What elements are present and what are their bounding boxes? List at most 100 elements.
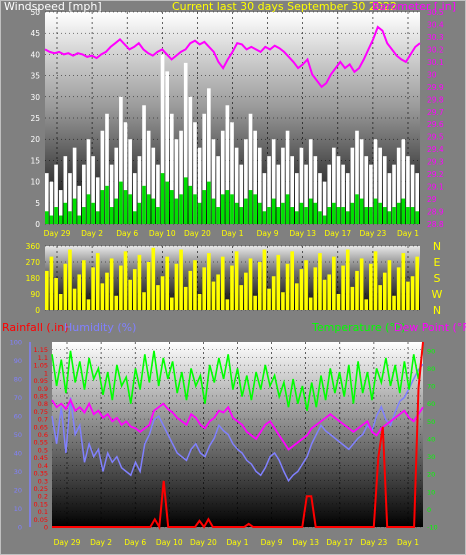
direction-bar — [327, 274, 332, 310]
direction-bar — [82, 260, 86, 310]
barometer-y-tick: 29.8 — [427, 95, 444, 104]
direction-bar — [364, 299, 369, 310]
humidity-y-tick: 50 — [14, 431, 22, 439]
barometer-y-tick: 30.2 — [427, 45, 444, 54]
rain-y-tick: 0.95 — [34, 377, 48, 385]
wind-gust-bar — [396, 147, 401, 224]
direction-bar — [359, 258, 364, 310]
wind-speed-bar — [415, 211, 419, 224]
temperature-y-tick: 90 — [427, 347, 435, 355]
wind-gust-bar — [58, 190, 63, 224]
rain-y-tick: 0.25 — [34, 485, 48, 493]
wind-speed-bar — [207, 181, 211, 224]
wind-speed-bar — [350, 202, 355, 224]
direction-bar — [77, 274, 82, 310]
wind-speed-bar — [132, 211, 137, 224]
rainfall-line — [52, 341, 424, 531]
direction-bar — [332, 256, 336, 310]
wind-gust-bar — [257, 147, 262, 224]
climate-x-tick: Day 20 — [190, 538, 217, 547]
direction-bar — [373, 251, 378, 310]
direction-bar — [234, 251, 239, 310]
wind-gust-bar — [123, 122, 128, 224]
direction-bar — [54, 278, 58, 310]
direction-bar — [174, 263, 179, 310]
wind-speed-bar — [202, 190, 207, 224]
direction-bar — [396, 267, 401, 310]
wind-speed-bar — [216, 207, 220, 224]
direction-bar — [211, 281, 216, 310]
direction-bar — [128, 279, 132, 310]
barometer-y-tick: 29 — [427, 195, 437, 204]
direction-bar — [257, 262, 262, 310]
temperature-y-tick: 0 — [427, 506, 431, 514]
wind-y-tick: 0 — [35, 220, 40, 229]
wind-y-tick: 15 — [30, 156, 40, 165]
direction-bar — [304, 260, 308, 310]
barometer-axis-title: Barometer [.in] — [372, 0, 456, 13]
direction-bar — [382, 272, 387, 310]
wind-x-tick: Day 10 — [149, 229, 176, 238]
compass-label: N — [433, 240, 441, 253]
humidity-y-tick: 60 — [14, 413, 22, 421]
wind-x-tick: Day 20 — [184, 229, 211, 238]
direction-bar — [86, 299, 91, 310]
wind-gust-bar — [382, 156, 387, 224]
rain-y-tick: 0 — [44, 524, 48, 532]
wind-gust-bar — [174, 139, 179, 224]
wind-speed-bar — [364, 207, 369, 224]
rain-y-tick: 0.3 — [38, 477, 48, 485]
barometer-y-tick: 29.2 — [427, 170, 444, 179]
direction-bar — [132, 269, 137, 310]
wind-gust-bar — [276, 164, 281, 224]
temperature-y-tick: 80 — [427, 365, 435, 373]
wind-speed-bar — [239, 207, 244, 224]
humidity-y-tick: 70 — [14, 394, 22, 402]
wind-speed-bar — [45, 211, 49, 224]
wind-gust-bar — [54, 164, 58, 224]
direction-bar — [119, 265, 123, 310]
wind-y-tick: 25 — [30, 114, 40, 123]
wind-gust-bar — [304, 164, 308, 224]
direction-bar — [322, 279, 327, 310]
dewpoint-axis-title: Dew Point (°F) — [394, 321, 466, 334]
wind-gust-bar — [336, 156, 341, 224]
direction-bar — [49, 256, 54, 310]
wind-speed-bar — [345, 211, 350, 224]
humidity-y-tick: 100 — [10, 339, 22, 347]
climate-x-tick: Day 17 — [326, 538, 353, 547]
wind-speed-bar — [285, 194, 290, 224]
wind-gust-bar — [165, 71, 169, 224]
wind-y-tick: 40 — [30, 50, 40, 59]
direction-bar — [45, 270, 49, 310]
direction-bar — [401, 253, 406, 310]
wind-gust-bar — [114, 147, 119, 224]
direction-bar — [170, 297, 174, 310]
climate-x-tick: Day 1 — [397, 538, 419, 547]
wind-gust-bar — [401, 139, 406, 224]
climate-ticks: Day 29 Day 2 Day 6 Day 10 Day 20 Day 1 Day 9 Da… — [10, 339, 438, 548]
wind-gust-bar — [378, 147, 382, 224]
wind-axis-title: Windspeed [mph] — [4, 0, 102, 13]
humidity-axis-title: Humidity (%) — [64, 321, 136, 334]
wind-speed-bar — [170, 190, 174, 224]
wind-speed-bar — [327, 207, 332, 224]
wind-gust-bar — [105, 113, 109, 224]
wind-gust-bar — [230, 122, 234, 224]
wind-gust-bar — [193, 122, 197, 224]
wind-gust-bar — [82, 164, 86, 224]
wind-y-tick: 45 — [30, 29, 40, 38]
wind-gust-bar — [285, 130, 290, 224]
wind-gust-bar — [369, 164, 373, 224]
temperature-y-tick: 50 — [427, 418, 435, 426]
wind-speed-bar — [142, 185, 146, 224]
wind-gust-bar — [295, 173, 299, 224]
barometer-y-tick: 30 — [427, 70, 437, 79]
compass-label: N — [433, 304, 441, 317]
barometer-y-tick: 29.5 — [427, 133, 444, 142]
wind-speed-bar — [322, 215, 327, 224]
direction-bar — [244, 272, 248, 310]
wind-speed-bar — [211, 198, 216, 224]
